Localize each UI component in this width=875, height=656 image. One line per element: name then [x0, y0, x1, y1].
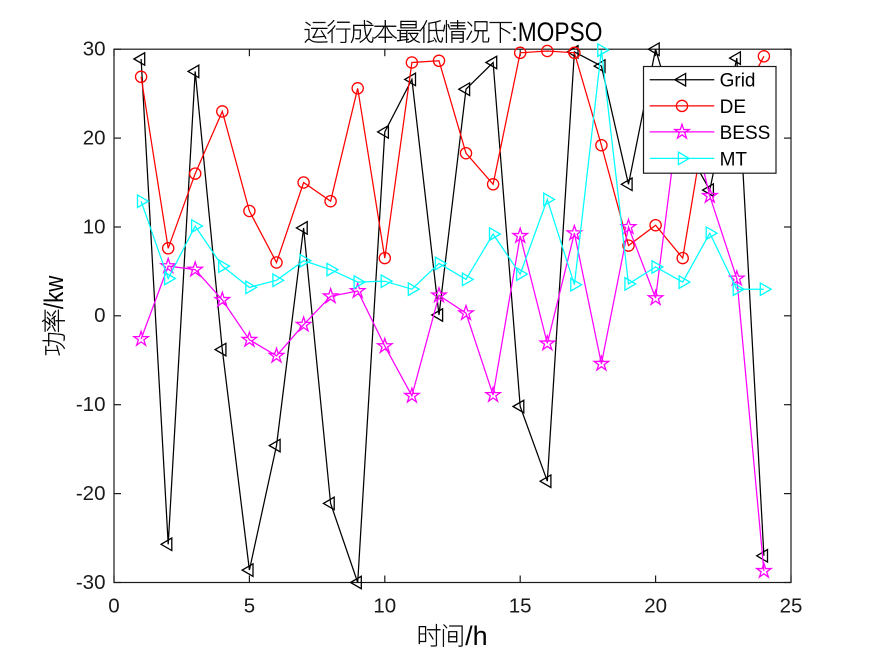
svg-text:BESS: BESS — [720, 123, 771, 144]
svg-text:10: 10 — [83, 215, 106, 238]
svg-text:0: 0 — [108, 595, 119, 618]
svg-text:10: 10 — [373, 595, 396, 618]
svg-text:Grid: Grid — [720, 71, 756, 92]
svg-text:5: 5 — [244, 595, 255, 618]
svg-text:-20: -20 — [76, 482, 106, 505]
svg-text:-10: -10 — [76, 393, 106, 416]
svg-text:20: 20 — [644, 595, 667, 618]
svg-text:0: 0 — [94, 304, 105, 327]
svg-text:/kw: /kw — [39, 275, 69, 309]
svg-text:25: 25 — [780, 595, 803, 618]
svg-text:20: 20 — [83, 126, 106, 149]
svg-text:30: 30 — [83, 38, 106, 61]
svg-text::MOPSO: :MOPSO — [511, 17, 602, 47]
svg-text:/h: /h — [465, 621, 488, 651]
svg-text:DE: DE — [720, 97, 746, 118]
svg-text:MT: MT — [720, 149, 748, 170]
svg-text:15: 15 — [509, 595, 532, 618]
svg-text:-30: -30 — [76, 571, 106, 594]
